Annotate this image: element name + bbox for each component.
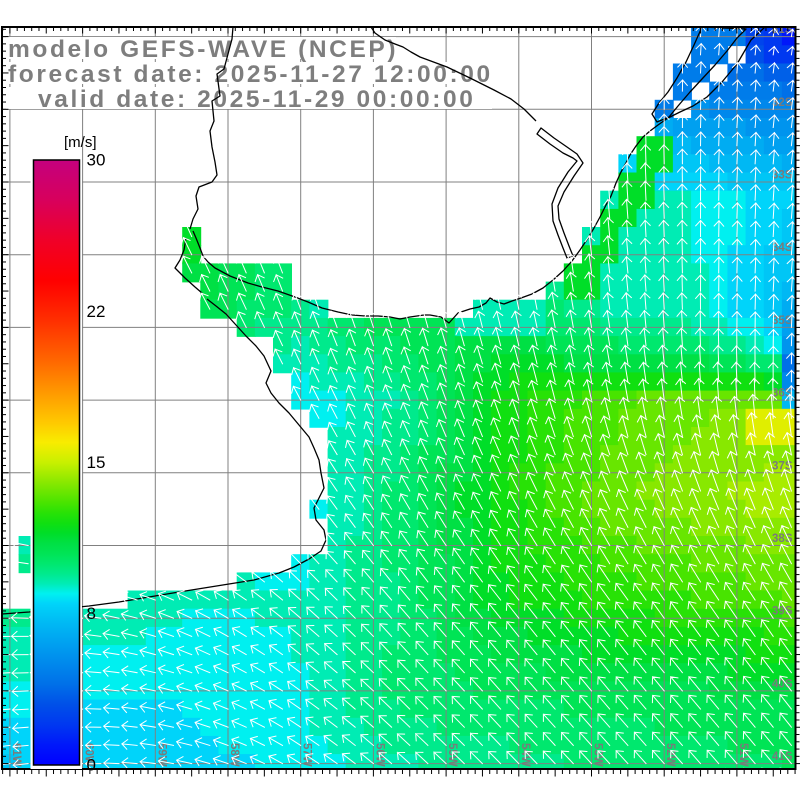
svg-text:32S: 32S: [772, 97, 793, 109]
svg-text:34S: 34S: [772, 242, 793, 254]
svg-text:22: 22: [87, 302, 106, 321]
svg-text:valid date: 2025-11-29 00:00:0: valid date: 2025-11-29 00:00:00: [38, 86, 475, 113]
svg-text:33S: 33S: [772, 170, 793, 182]
svg-text:8: 8: [87, 604, 96, 623]
svg-text:35S: 35S: [772, 315, 793, 327]
svg-text:30: 30: [87, 151, 106, 170]
svg-text:31S: 31S: [772, 24, 793, 36]
svg-text:forecast date: 2025-11-27 12:0: forecast date: 2025-11-27 12:00:00: [8, 61, 493, 88]
svg-text:39S: 39S: [772, 606, 793, 618]
svg-text:40S: 40S: [772, 678, 793, 690]
svg-text:modelo GEFS-WAVE (NCEP): modelo GEFS-WAVE (NCEP): [8, 36, 398, 63]
svg-text:60W: 60W: [83, 743, 95, 767]
svg-text:58W: 58W: [228, 743, 240, 767]
svg-text:0: 0: [87, 756, 96, 775]
svg-text:52W: 52W: [664, 743, 676, 767]
svg-text:[m/s]: [m/s]: [64, 134, 97, 151]
svg-text:41S: 41S: [772, 751, 793, 763]
svg-text:61W: 61W: [10, 743, 22, 767]
svg-text:51W: 51W: [737, 743, 749, 767]
svg-text:37S: 37S: [772, 460, 793, 472]
svg-text:15: 15: [87, 453, 106, 472]
svg-text:38S: 38S: [772, 533, 793, 545]
